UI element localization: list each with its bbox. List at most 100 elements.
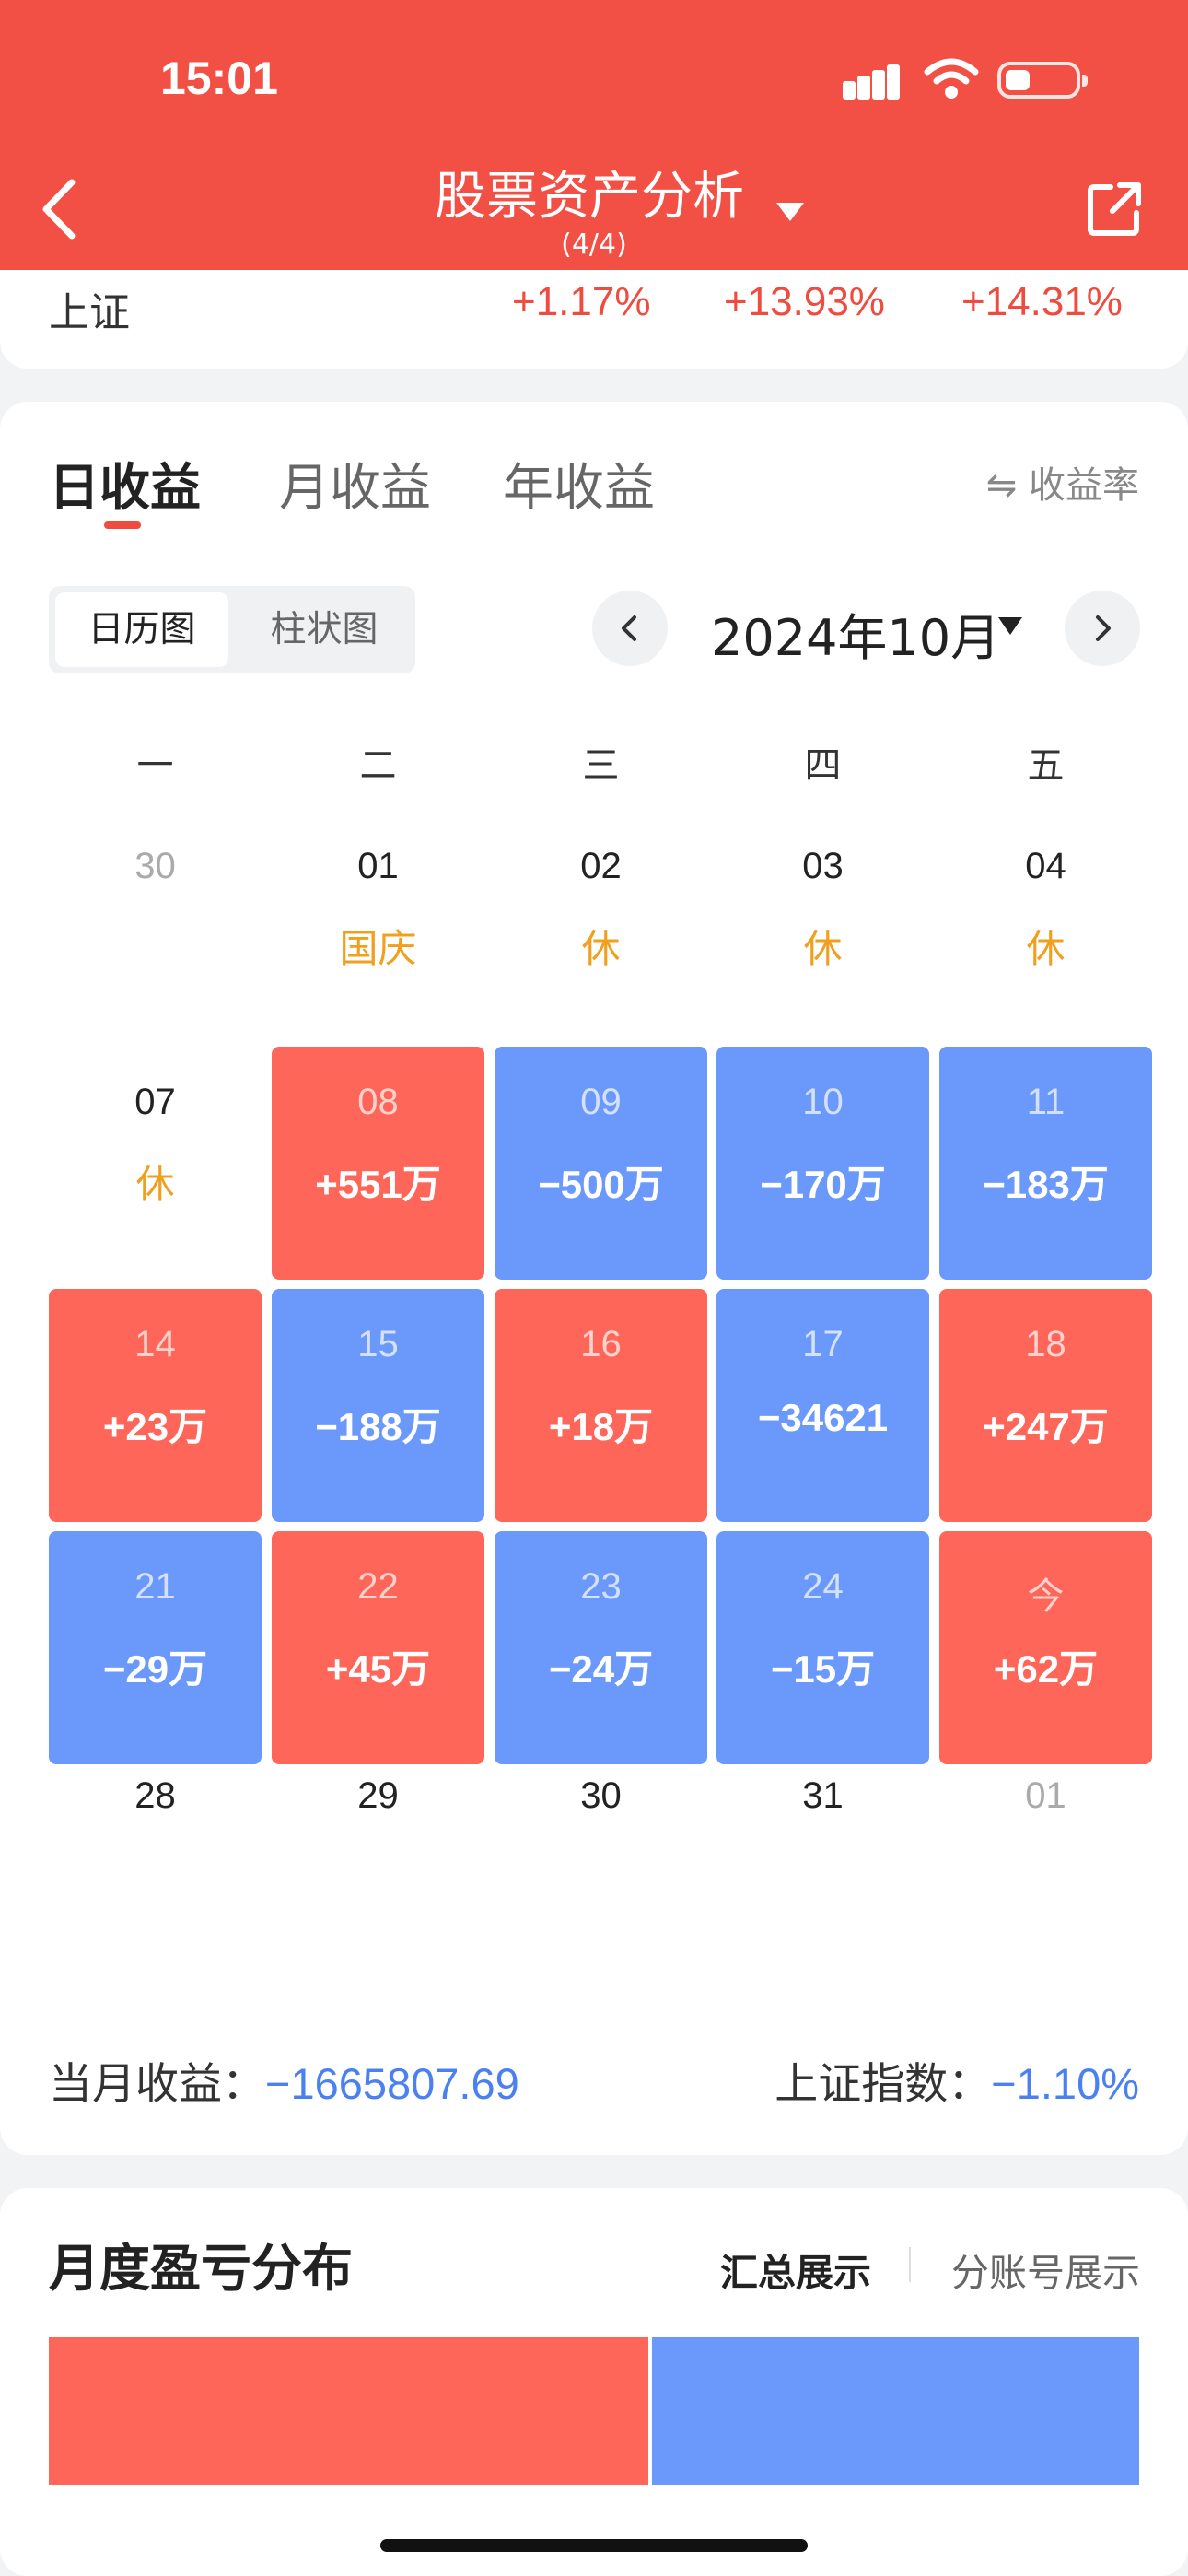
- wifi-icon: [924, 58, 979, 99]
- view-switch: 日历图 柱状图: [49, 586, 415, 673]
- daily-profit-card: 日收益 月收益 年收益 ⇋ 收益率 日历图 柱状图 2024年10月 一 二 三 四 五…: [0, 402, 1188, 2155]
- holiday-tag: 休: [135, 1162, 175, 1207]
- calendar-day-cell[interactable]: 30: [49, 811, 262, 1044]
- day-number: 29: [357, 1775, 399, 1816]
- view-bar-button[interactable]: 柱状图: [270, 609, 379, 650]
- index-month-change: 上证指数：−1.10%: [775, 2048, 1139, 2112]
- day-profit-value: −170万: [760, 1163, 886, 1206]
- month-profit-value: −1665807.69: [265, 2059, 519, 2108]
- day-number: 15: [357, 1324, 399, 1364]
- day-number: 22: [357, 1566, 399, 1607]
- day-profit-value: +23万: [102, 1405, 208, 1448]
- by-account-view-button[interactable]: 分账号展示: [951, 2251, 1140, 2295]
- day-number: 21: [134, 1566, 176, 1607]
- day-number: 23: [580, 1566, 622, 1607]
- title-dropdown-icon[interactable]: [776, 203, 804, 221]
- calendar-day-cell[interactable]: 01: [939, 1740, 1152, 1973]
- day-profit-value: +45万: [325, 1647, 431, 1691]
- day-profit-value: −500万: [538, 1163, 664, 1206]
- prev-month-button[interactable]: [592, 591, 668, 666]
- index-change-2: +13.93%: [724, 279, 885, 324]
- day-profit-value: +551万: [315, 1163, 441, 1206]
- day-number: 18: [1025, 1324, 1066, 1364]
- day-profit-value: −183万: [983, 1163, 1109, 1206]
- calendar-day-cell[interactable]: 24 −15万: [716, 1531, 929, 1764]
- day-profit-value: −34621: [757, 1396, 889, 1439]
- calendar-day-cell[interactable]: 04 休: [939, 811, 1152, 1044]
- month-selector[interactable]: 2024年10月: [711, 609, 1001, 667]
- calendar-day-cell[interactable]: 29: [272, 1740, 484, 1973]
- holiday-tag: 休: [803, 926, 843, 971]
- index-name: 上证: [49, 289, 130, 336]
- summary-view-button[interactable]: 汇总展示: [720, 2251, 871, 2295]
- index-change-label: 上证指数：: [775, 2059, 992, 2110]
- day-number: 02: [580, 846, 622, 886]
- calendar-day-cell[interactable]: 28: [49, 1740, 262, 1973]
- day-number: 04: [1025, 846, 1066, 886]
- holiday-tag: 休: [1026, 926, 1066, 971]
- calendar-day-cell[interactable]: 18 +247万: [939, 1289, 1152, 1522]
- profit-rate-toggle[interactable]: ⇋ 收益率: [985, 464, 1139, 507]
- day-number: 24: [802, 1566, 844, 1607]
- distribution-title: 月度盈亏分布: [49, 2239, 354, 2298]
- day-number: 10: [802, 1082, 844, 1122]
- holiday-tag: 国庆: [339, 926, 417, 971]
- holiday-tag: 休: [581, 926, 621, 971]
- index-summary-card: 上证 +1.17% +13.93% +14.31%: [0, 270, 1188, 369]
- day-profit-value: +62万: [993, 1647, 1099, 1691]
- calendar-day-cell[interactable]: 14 +23万: [49, 1289, 262, 1522]
- calendar-day-cell[interactable]: 11 −183万: [939, 1047, 1152, 1280]
- day-profit-value: +247万: [983, 1405, 1109, 1448]
- page-title[interactable]: 股票资产分析: [435, 167, 744, 227]
- calendar-day-cell[interactable]: 02 休: [495, 811, 707, 1044]
- back-button[interactable]: [37, 177, 83, 241]
- day-number: 17: [802, 1324, 844, 1364]
- calendar-day-cell[interactable]: 今 +62万: [939, 1531, 1152, 1764]
- month-profit: 当月收益：−1665807.69: [49, 2048, 519, 2112]
- tab-monthly[interactable]: 月收益: [279, 458, 432, 517]
- day-profit-value: +18万: [548, 1405, 654, 1448]
- calendar-day-cell[interactable]: 17 −34621: [716, 1289, 929, 1522]
- tab-active-indicator: [104, 521, 141, 529]
- calendar-day-cell[interactable]: 21 −29万: [49, 1531, 262, 1764]
- day-number: 今: [1027, 1576, 1065, 1617]
- tab-yearly[interactable]: 年收益: [503, 458, 656, 517]
- calendar-day-cell[interactable]: 16 +18万: [495, 1289, 707, 1522]
- tab-daily[interactable]: 日收益: [49, 458, 202, 517]
- page-subtitle: (4/4): [561, 228, 627, 261]
- day-number: 31: [802, 1775, 844, 1816]
- calendar-day-cell[interactable]: 31: [716, 1740, 929, 1973]
- chevron-right-icon: [1096, 615, 1111, 641]
- calendar-day-cell[interactable]: 22 +45万: [272, 1531, 484, 1764]
- loss-share-bar: [652, 2337, 1139, 2485]
- calendar-day-cell[interactable]: 15 −188万: [272, 1289, 484, 1522]
- weekday-label: 三: [582, 744, 620, 787]
- weekday-label: 二: [359, 744, 397, 787]
- view-calendar-button[interactable]: 日历图: [55, 592, 228, 667]
- month-profit-label: 当月收益：: [49, 2059, 265, 2110]
- calendar-day-cell[interactable]: 08 +551万: [272, 1047, 484, 1280]
- calendar-day-cell[interactable]: 23 −24万: [495, 1531, 707, 1764]
- day-number: 16: [580, 1324, 622, 1364]
- day-number: 30: [580, 1775, 622, 1816]
- weekday-label: 五: [1027, 744, 1065, 787]
- weekday-label: 四: [804, 744, 842, 787]
- index-change-value: −1.10%: [991, 2059, 1139, 2108]
- month-dropdown-icon[interactable]: [998, 617, 1022, 635]
- day-number: 08: [357, 1082, 399, 1122]
- weekday-label: 一: [136, 744, 174, 787]
- calendar-day-cell[interactable]: 01 国庆: [272, 811, 484, 1044]
- day-number: 28: [134, 1775, 176, 1816]
- calendar-day-cell[interactable]: 10 −170万: [716, 1047, 929, 1280]
- day-number: 03: [802, 846, 844, 886]
- calendar-day-cell[interactable]: 03 休: [716, 811, 929, 1044]
- day-number: 01: [1025, 1775, 1066, 1816]
- calendar-day-cell[interactable]: 07 休: [49, 1047, 262, 1280]
- calendar-day-cell[interactable]: 09 −500万: [495, 1047, 707, 1280]
- calendar-day-cell[interactable]: 30: [495, 1740, 707, 1973]
- day-number: 09: [580, 1082, 622, 1122]
- header: 15:01 股票资产分析 (4/4): [0, 0, 1188, 270]
- next-month-button[interactable]: [1065, 591, 1140, 666]
- share-icon[interactable]: [1087, 181, 1142, 237]
- cellular-signal-icon: [843, 64, 900, 100]
